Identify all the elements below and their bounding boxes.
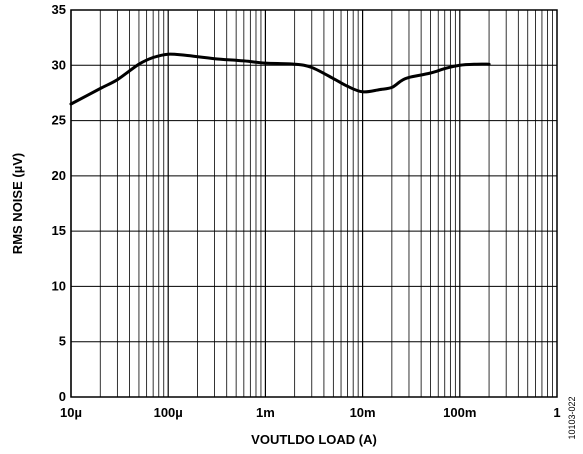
y-tick-label: 30 xyxy=(52,57,66,72)
x-tick-label: 1m xyxy=(256,405,275,420)
x-tick-label: 1 xyxy=(553,405,560,420)
y-tick-labels: 0 5 10 15 20 25 30 35 xyxy=(52,2,66,404)
x-tick-label: 100m xyxy=(443,405,476,420)
figure-id: 10103-022 xyxy=(567,396,577,439)
series-group xyxy=(69,52,491,106)
x-tick-label: 10m xyxy=(350,405,376,420)
x-tick-label: 100µ xyxy=(154,405,183,420)
y-tick-label: 35 xyxy=(52,2,66,17)
series-line xyxy=(69,52,491,106)
y-tick-label: 15 xyxy=(52,223,66,238)
y-tick-label: 5 xyxy=(59,334,66,349)
y-tick-label: 0 xyxy=(59,389,66,404)
y-tick-label: 20 xyxy=(52,168,66,183)
y-axis-title: RMS NOISE (µV) xyxy=(10,153,25,254)
x-axis-title: VOUTLDO LOAD (A) xyxy=(251,432,377,447)
x-tick-label: 10µ xyxy=(60,405,82,420)
x-tick-labels: 10µ 100µ 1m 10m 100m 1 xyxy=(60,405,561,420)
plot-frame xyxy=(70,9,558,398)
y-tick-label: 10 xyxy=(52,278,66,293)
y-tick-label: 25 xyxy=(52,113,66,128)
grid xyxy=(70,9,557,398)
